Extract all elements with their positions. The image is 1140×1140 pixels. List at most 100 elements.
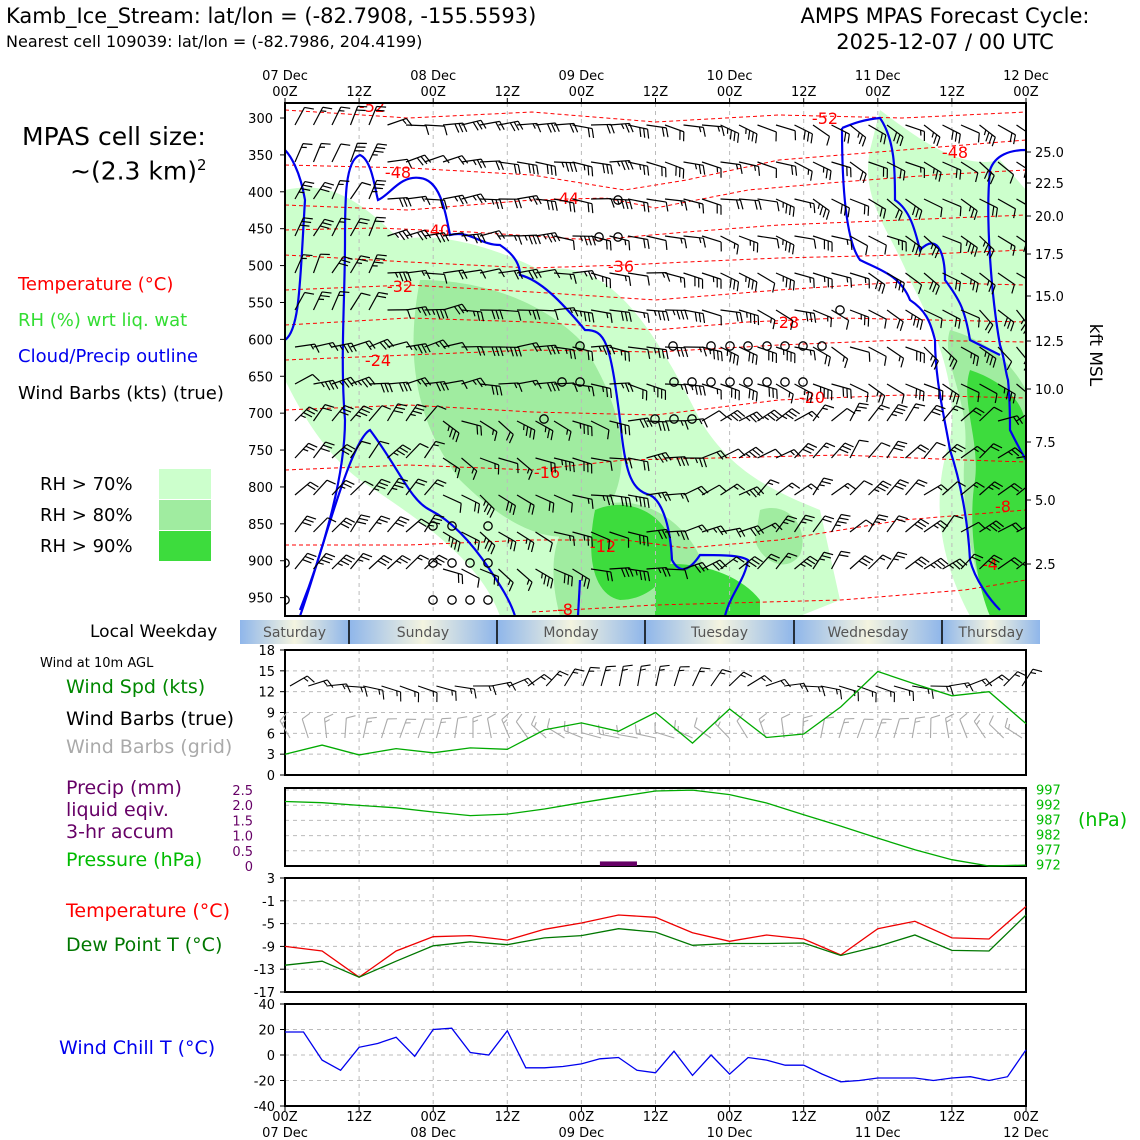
wind-barb-shaft xyxy=(960,445,978,459)
wind-barb xyxy=(720,409,746,422)
wind-barb-flag xyxy=(569,202,572,212)
wind-barb-flag xyxy=(312,373,320,382)
wind-barb-shaft xyxy=(461,193,482,200)
pressure-tick-label: 700 xyxy=(248,407,273,422)
wind-barb-shaft xyxy=(905,518,922,533)
wind-barb-flag xyxy=(495,121,501,131)
wind-barb xyxy=(609,346,631,362)
wind-barb-half xyxy=(1007,451,1013,456)
wind-barb xyxy=(516,457,533,480)
weekday-band xyxy=(942,620,1040,644)
wind-barb-flag xyxy=(517,164,521,175)
wind-barb-flag xyxy=(517,311,522,321)
wind-barb xyxy=(886,440,908,459)
wind-barb-flag xyxy=(340,143,351,146)
top-hour-label: 00Z xyxy=(865,85,891,100)
wind-barb xyxy=(442,568,464,585)
precip-ytick-label: 2.5 xyxy=(232,784,253,799)
wind-barb-flag xyxy=(988,282,993,293)
wind-barb-flag xyxy=(532,310,537,320)
wind-barb-flag xyxy=(1032,209,1034,218)
wind-barb-shaft xyxy=(942,515,955,533)
bottom-day-label: 12 Dec xyxy=(1003,1126,1049,1140)
wind-barb-half xyxy=(984,351,987,357)
wind-barb-half xyxy=(965,240,969,247)
wind-barb-flag xyxy=(499,386,503,396)
wind-barb-half xyxy=(507,537,510,544)
wind-barb-flag xyxy=(497,576,500,587)
wind-barb-half xyxy=(927,688,930,695)
wind-barb xyxy=(960,309,980,328)
wind-barb-flag xyxy=(624,311,628,322)
wind-barb xyxy=(942,272,962,292)
wind-barb xyxy=(831,124,850,144)
wind-barb-flag xyxy=(406,309,412,319)
wind-barb-flag xyxy=(549,542,553,553)
wind-barb-flag xyxy=(546,382,552,392)
wind-barb-flag xyxy=(628,199,633,210)
wind-barb-flag xyxy=(919,320,924,330)
isotherm-label: -32 xyxy=(387,277,413,296)
wind-barb-flag xyxy=(756,486,765,495)
wind-barb-flag xyxy=(993,554,1003,561)
wind-barb-flag xyxy=(977,392,980,403)
wind-barb-shaft xyxy=(498,309,519,313)
wind-barb xyxy=(368,405,391,422)
wind-barb-flag xyxy=(591,499,594,509)
wind-barb-shaft xyxy=(830,551,842,570)
wind-barb xyxy=(886,551,908,570)
wind-barb-flag xyxy=(878,393,883,403)
weekday-label: Thursday xyxy=(957,625,1023,641)
wind-barb-flag xyxy=(1011,449,1020,457)
wind-barb-shaft xyxy=(442,303,463,311)
wind-barb-shaft xyxy=(960,481,977,496)
calm-wind-marker xyxy=(447,521,457,531)
axis-label-layer: 3003504004505005506006507007508008509009… xyxy=(232,69,1105,1140)
wind-barb-shaft xyxy=(609,346,629,353)
wind-barb-shaft xyxy=(627,309,648,315)
wind-barb-flag xyxy=(528,270,534,280)
wind-barb xyxy=(923,383,944,401)
wind-barb xyxy=(530,715,547,739)
wind-barb-shaft xyxy=(765,678,785,687)
wind-barb-flag xyxy=(624,351,627,361)
wind-barb-half xyxy=(846,239,849,245)
wind-barb-flag xyxy=(340,106,351,109)
wind-barb-half xyxy=(525,538,528,544)
wind-barb-half xyxy=(303,677,309,682)
wind-barb-flag xyxy=(532,430,536,440)
wind-barb-shaft xyxy=(590,123,612,126)
wind-barb-flag xyxy=(628,240,631,251)
wind-barb-flag xyxy=(803,130,806,140)
wind-barb-shaft xyxy=(572,420,592,428)
wind-barb-flag xyxy=(304,180,315,184)
wind-barb-shaft xyxy=(701,235,722,243)
wind-barb-half xyxy=(428,524,435,527)
wind-barb-flag xyxy=(938,172,942,182)
wind-barb-half xyxy=(506,682,511,688)
wind-barb-half xyxy=(339,345,344,351)
wind-barb-flag xyxy=(606,124,611,134)
wind-barb-half xyxy=(985,527,991,532)
wind-barb-flag xyxy=(988,715,994,725)
wind-barb-flag xyxy=(476,346,482,356)
wind-barb-half xyxy=(857,132,860,138)
windchill-series xyxy=(285,1027,1027,1083)
wind-barb-half xyxy=(581,575,584,581)
wind-barb xyxy=(812,309,833,328)
wind-barb xyxy=(979,309,994,334)
wind-barb-flag xyxy=(550,462,553,472)
wind-barb-shaft xyxy=(331,554,347,570)
wind-barb-flag xyxy=(684,347,689,358)
wind-barb-flag xyxy=(340,449,350,456)
wind-barb-flag xyxy=(480,346,486,356)
wind-barb-half xyxy=(540,676,546,681)
wind-barb-flag xyxy=(628,276,632,286)
wind-barb-flag xyxy=(341,408,352,413)
wind-barb xyxy=(775,272,795,291)
wind-barb-flag xyxy=(628,425,631,436)
wind-barb-flag xyxy=(991,285,996,295)
wind-barb-shaft xyxy=(1021,668,1034,687)
wind-barb-half xyxy=(396,560,402,564)
wind-barb xyxy=(646,383,667,400)
